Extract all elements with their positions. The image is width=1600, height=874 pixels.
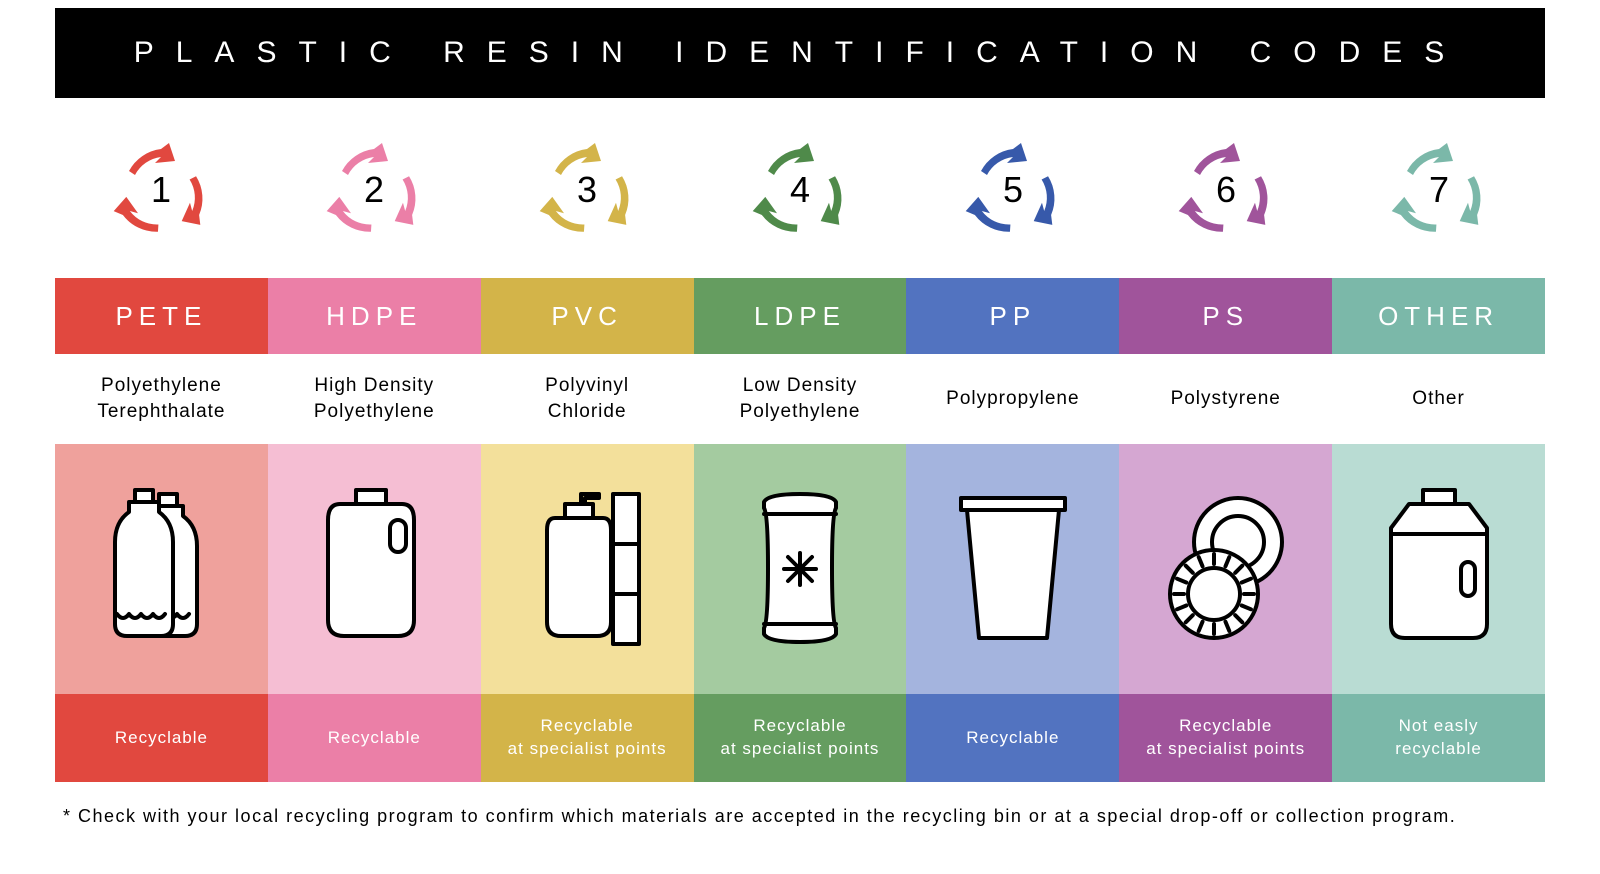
recyclability-label: Recyclable at specialist points [481,694,694,782]
footnote-text: * Check with your local recycling progra… [55,782,1545,851]
svg-text:4: 4 [790,169,810,210]
example-product-icon [481,444,694,694]
row-names: Polyethylene TerephthalateHigh Density P… [55,354,1545,444]
recyclability-label: Recyclable at specialist points [694,694,907,782]
recycle-triangle-icon: 4 [694,98,907,278]
example-product-icon [1119,444,1332,694]
recycle-triangle-icon: 6 [1119,98,1332,278]
row-recyclability: RecyclableRecyclableRecyclable at specia… [55,694,1545,782]
svg-text:2: 2 [364,169,384,210]
svg-text:5: 5 [1003,169,1023,210]
recyclability-label: Not easly recyclable [1332,694,1545,782]
resin-code-label: PVC [481,278,694,354]
recycle-triangle-icon: 5 [906,98,1119,278]
example-product-icon [1332,444,1545,694]
svg-text:1: 1 [151,169,171,210]
resin-full-name: Polystyrene [1119,354,1332,444]
recycle-triangle-icon: 1 [55,98,268,278]
resin-code-label: LDPE [694,278,907,354]
resin-full-name: Polyvinyl Chloride [481,354,694,444]
resin-full-name: Other [1332,354,1545,444]
example-product-icon [268,444,481,694]
svg-text:7: 7 [1429,169,1449,210]
svg-text:6: 6 [1216,169,1236,210]
example-product-icon [694,444,907,694]
recyclability-label: Recyclable [268,694,481,782]
recyclability-label: Recyclable [906,694,1119,782]
recyclability-label: Recyclable [55,694,268,782]
svg-text:3: 3 [577,169,597,210]
row-examples [55,444,1545,694]
recycle-triangle-icon: 2 [268,98,481,278]
resin-code-label: PETE [55,278,268,354]
example-product-icon [55,444,268,694]
recyclability-label: Recyclable at specialist points [1119,694,1332,782]
resin-code-label: HDPE [268,278,481,354]
row-triangles: 1 2 [55,98,1545,278]
resin-full-name: Polyethylene Terephthalate [55,354,268,444]
resin-full-name: Polypropylene [906,354,1119,444]
row-codes: PETEHDPEPVCLDPEPPPSOTHER [55,278,1545,354]
resin-full-name: High Density Polyethylene [268,354,481,444]
resin-full-name: Low Density Polyethylene [694,354,907,444]
page-title: PLASTIC RESIN IDENTIFICATION CODES [55,8,1545,98]
recycle-triangle-icon: 7 [1332,98,1545,278]
example-product-icon [906,444,1119,694]
recycle-triangle-icon: 3 [481,98,694,278]
resin-code-label: PS [1119,278,1332,354]
resin-code-label: OTHER [1332,278,1545,354]
resin-code-label: PP [906,278,1119,354]
